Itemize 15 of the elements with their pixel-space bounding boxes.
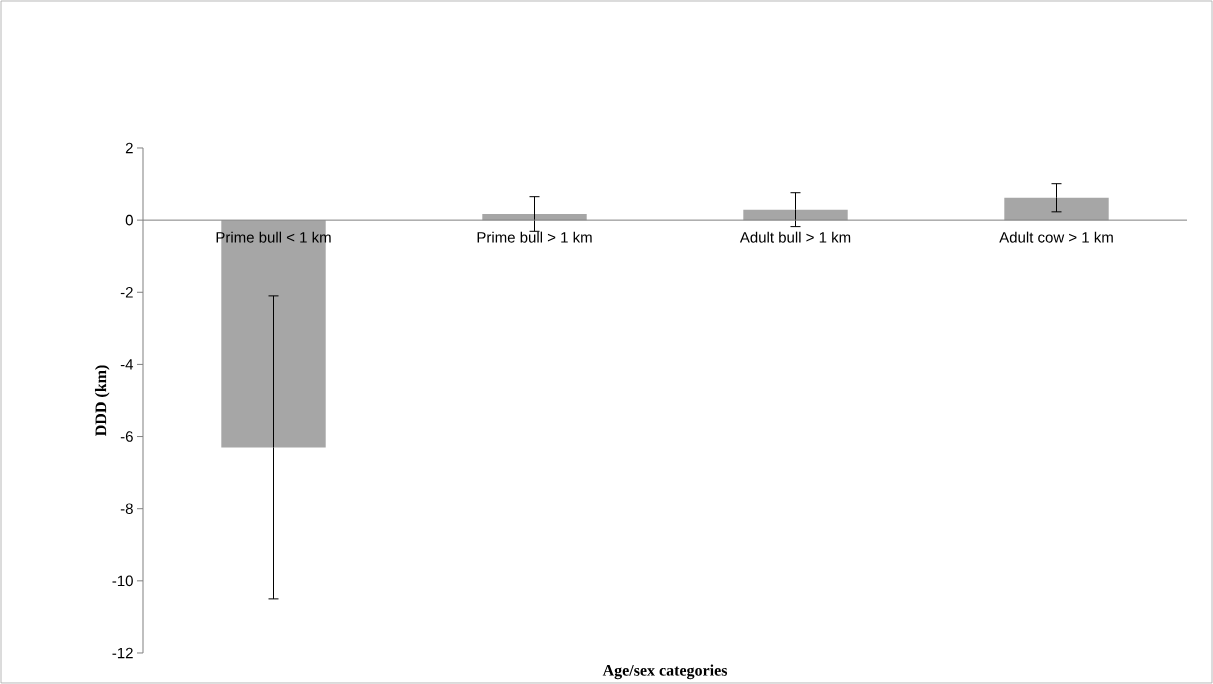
x-tick-label: Prime bull > 1 km bbox=[477, 231, 592, 243]
x-tick-label: Prime bull < 1 km bbox=[216, 231, 331, 243]
x-tick-label: Adult cow > 1 km bbox=[999, 231, 1113, 243]
y-tick-label: -10 bbox=[112, 575, 133, 587]
x-tick-label: Adult bull > 1 km bbox=[739, 231, 851, 243]
y-tick-label: -6 bbox=[120, 431, 133, 442]
y-tick-label: -4 bbox=[120, 359, 134, 370]
y-tick-label: 0 bbox=[125, 214, 133, 226]
y-tick-label: -8 bbox=[120, 503, 133, 514]
y-tick-label: 2 bbox=[125, 142, 133, 154]
y-axis-title: DDD (km) bbox=[94, 365, 110, 436]
y-tick-label: -12 bbox=[112, 647, 133, 659]
y-tick-label: -2 bbox=[120, 287, 133, 298]
bar bbox=[1004, 197, 1109, 221]
x-axis-title: Age/sex categories bbox=[602, 664, 728, 680]
